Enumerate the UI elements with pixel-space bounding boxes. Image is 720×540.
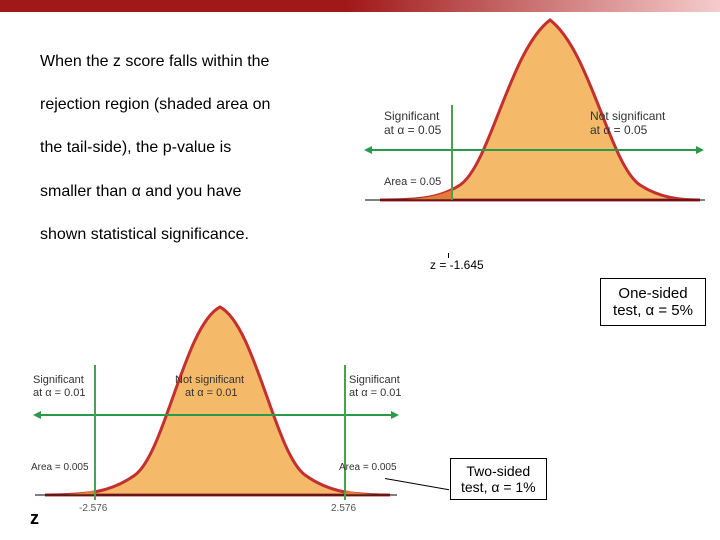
text-line: the tail-side), the p-value is (40, 126, 360, 169)
one-sided-box: One-sided test, α = 5% (600, 278, 706, 326)
sig-label: at α = 0.01 (33, 387, 86, 399)
area-label: Area = 0.005 (31, 462, 89, 473)
one-sided-chart: Significant at α = 0.05 Not significant … (360, 0, 708, 252)
box-line: Two-sided (461, 463, 536, 479)
text-line: smaller than α and you have (40, 170, 360, 213)
leader-line (448, 253, 449, 258)
arrow-right-icon (391, 411, 399, 419)
arrow-right-icon (696, 146, 704, 154)
sig-label: Significant (349, 374, 400, 386)
arrow-left-icon (364, 146, 372, 154)
area-label: Area = 0.05 (384, 176, 441, 188)
sig-label: Significant (384, 109, 440, 123)
area-label: Area = 0.005 (339, 462, 397, 473)
text-line: rejection region (shaded area on (40, 83, 360, 126)
notsig-label: at α = 0.01 (185, 387, 238, 399)
arrow-left-icon (33, 411, 41, 419)
two-sided-box: Two-sided test, α = 1% (450, 458, 547, 500)
z-value-annotation: z = -1.645 (430, 258, 484, 272)
box-line: test, α = 1% (461, 479, 536, 495)
notsig-label: Not significant (175, 374, 244, 386)
xtick: 2.576 (331, 503, 356, 514)
z-axis-label: z (30, 508, 39, 529)
two-sided-chart: Significant at α = 0.01 Not significant … (25, 295, 405, 535)
sig-label: at α = 0.01 (349, 387, 402, 399)
text-line: When the z score falls within the (40, 40, 360, 83)
notsig-label: Not significant (590, 109, 666, 123)
description-text: When the z score falls within the reject… (40, 40, 360, 256)
xtick: -2.576 (79, 503, 108, 514)
text-line: shown statistical significance. (40, 213, 360, 256)
sig-label: at α = 0.05 (384, 123, 442, 137)
sig-label: Significant (33, 374, 84, 386)
box-line: One-sided (613, 285, 693, 302)
box-line: test, α = 5% (613, 302, 693, 319)
notsig-label: at α = 0.05 (590, 123, 648, 137)
